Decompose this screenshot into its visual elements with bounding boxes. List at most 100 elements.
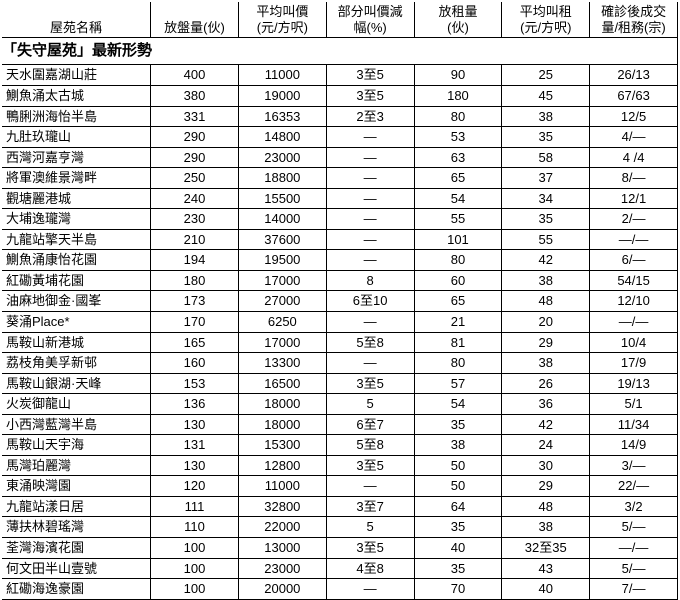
cell-name: 東涌映灣園 [2,476,151,497]
table-row: 鰂魚涌太古城380190003至51804567/63 [2,85,678,106]
cell-value: 3至5 [326,373,414,394]
table-row: 九龍站擎天半島21037600—10155—/— [2,229,678,250]
col-header-3: 部分叫價減幅(%) [326,2,414,38]
cell-value: 67/63 [590,85,678,106]
cell-value: 230 [151,209,239,230]
cell-name: 油麻地御金·國峯 [2,291,151,312]
cell-value: 80 [414,353,502,374]
cell-value: —/— [590,229,678,250]
cell-value: 180 [151,270,239,291]
cell-value: 65 [414,168,502,189]
cell-value: 26/13 [590,65,678,86]
cell-name: 馬鞍山天宇海 [2,435,151,456]
cell-value: 80 [414,106,502,127]
table-row: 葵涌Place*1706250—2120—/— [2,312,678,333]
cell-value: 54/15 [590,270,678,291]
cell-value: 8 [326,270,414,291]
cell-name: 薄扶林碧瑤灣 [2,517,151,538]
cell-value: 53 [414,127,502,148]
table-row: 九肚玖瓏山29014800—53354/— [2,127,678,148]
cell-name: 馬灣珀麗灣 [2,455,151,476]
cell-value: 34 [502,188,590,209]
col-header-2: 平均叫價(元/方呎) [238,2,326,38]
cell-value: 136 [151,394,239,415]
cell-value: 170 [151,312,239,333]
cell-name: 將軍澳維景灣畔 [2,168,151,189]
cell-value: 4 /4 [590,147,678,168]
cell-value: 131 [151,435,239,456]
cell-value: 15500 [238,188,326,209]
cell-value: 3至5 [326,65,414,86]
cell-value: 6至7 [326,414,414,435]
cell-value: 54 [414,188,502,209]
cell-value: 37 [502,168,590,189]
cell-value: 27000 [238,291,326,312]
cell-value: 13300 [238,353,326,374]
column-header-row: 屋苑名稱放盤量(伙)平均叫價(元/方呎)部分叫價減幅(%)放租量(伙)平均叫租(… [2,2,678,38]
cell-value: — [326,168,414,189]
cell-value: 153 [151,373,239,394]
cell-value: 38 [502,106,590,127]
cell-value: 17000 [238,332,326,353]
cell-value: 55 [414,209,502,230]
cell-value: 40 [414,538,502,559]
cell-value: 3至5 [326,85,414,106]
cell-value: 2/— [590,209,678,230]
cell-value: 331 [151,106,239,127]
cell-value: 36 [502,394,590,415]
cell-name: 觀塘麗港城 [2,188,151,209]
cell-name: 馬鞍山新港城 [2,332,151,353]
cell-value: 19500 [238,250,326,271]
cell-value: 290 [151,127,239,148]
cell-value: 22000 [238,517,326,538]
cell-value: 50 [414,455,502,476]
cell-value: 120 [151,476,239,497]
cell-value: 29 [502,476,590,497]
table-row: 馬灣珀麗灣130128003至550303/— [2,455,678,476]
cell-value: 3/2 [590,496,678,517]
cell-value: 16353 [238,106,326,127]
estates-table: 「失守屋苑」最新形勢 天水圍嘉湖山莊400110003至5902526/13鰂魚… [2,2,678,600]
table-row: 薄扶林碧瑤灣11022000535385/— [2,517,678,538]
cell-name: 鰂魚涌太古城 [2,85,151,106]
cell-value: 29 [502,332,590,353]
cell-value: 8/— [590,168,678,189]
cell-value: — [326,188,414,209]
cell-value: — [326,250,414,271]
cell-value: 13000 [238,538,326,559]
cell-name: 何文田半山壹號 [2,558,151,579]
cell-value: 15300 [238,435,326,456]
cell-value: 180 [414,85,502,106]
cell-name: 馬鞍山銀湖·天峰 [2,373,151,394]
cell-value: 210 [151,229,239,250]
cell-value: 40 [502,579,590,600]
cell-value: 43 [502,558,590,579]
cell-value: 10/4 [590,332,678,353]
cell-value: 12/5 [590,106,678,127]
table-row: 東涌映灣園12011000—502922/— [2,476,678,497]
cell-value: 173 [151,291,239,312]
table-row: 鰂魚涌康怡花園19419500—80426/— [2,250,678,271]
cell-name: 葵涌Place* [2,312,151,333]
cell-value: 38 [502,353,590,374]
cell-value: 58 [502,147,590,168]
cell-name: 荔枝角美孚新邨 [2,353,151,374]
cell-name: 紅磡黃埔花園 [2,270,151,291]
cell-value: 6/— [590,250,678,271]
cell-value: 55 [502,229,590,250]
cell-value: 19000 [238,85,326,106]
cell-value: 6至10 [326,291,414,312]
cell-value: 45 [502,85,590,106]
cell-value: 101 [414,229,502,250]
cell-value: 63 [414,147,502,168]
table-row: 小西灣藍灣半島130180006至7354211/34 [2,414,678,435]
cell-value: 35 [502,127,590,148]
table-row: 將軍澳維景灣畔25018800—65378/— [2,168,678,189]
cell-value: 5/— [590,517,678,538]
cell-value: 35 [414,558,502,579]
cell-value: 12/1 [590,188,678,209]
cell-value: 250 [151,168,239,189]
cell-value: 22/— [590,476,678,497]
col-header-6: 確診後成交量/租務(宗) [590,2,678,38]
cell-value: 5/1 [590,394,678,415]
